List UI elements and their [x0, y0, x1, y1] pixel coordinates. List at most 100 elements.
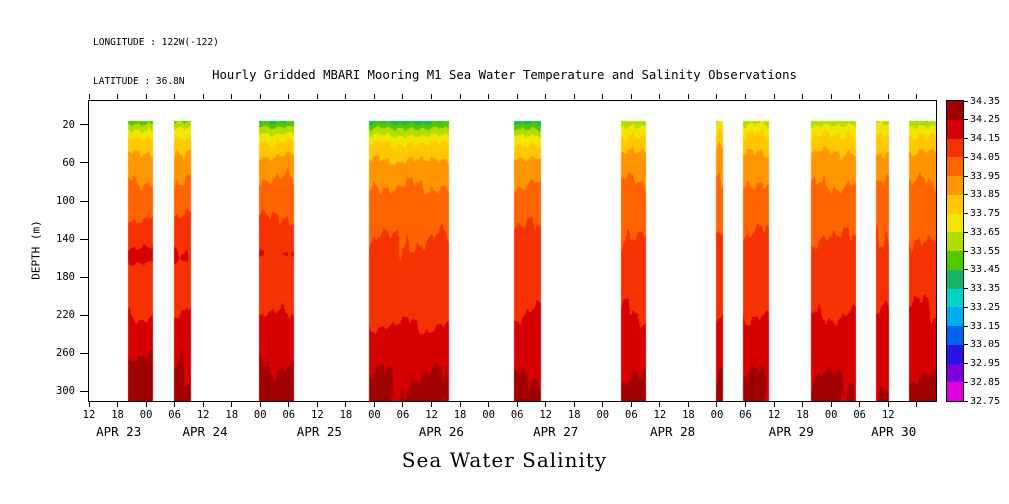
x-tick-label: 00 — [596, 409, 610, 421]
x-tick-mark-top — [545, 94, 547, 99]
x-tick-mark-bottom — [316, 402, 318, 407]
x-tick-mark-bottom — [117, 402, 119, 407]
x-tick-mark-top — [716, 94, 718, 99]
colorbar-tick-mark — [964, 288, 968, 289]
x-tick-mark-bottom — [202, 402, 204, 407]
x-tick-mark-bottom — [630, 402, 632, 407]
x-tick-mark-bottom — [573, 402, 575, 407]
colorbar-segment — [947, 344, 963, 364]
colorbar-segment — [947, 138, 963, 158]
x-tick-label: 00 — [482, 409, 495, 421]
x-tick-label: 18 — [682, 409, 695, 421]
x-tick-label: 12 — [196, 409, 210, 421]
date-label: APR 24 — [182, 424, 228, 439]
x-tick-mark-top — [231, 94, 233, 99]
x-tick-mark-top — [630, 94, 632, 99]
x-tick-mark-bottom — [459, 402, 461, 407]
colorbar-tick-mark — [964, 231, 968, 233]
colorbar-tick-mark — [964, 213, 968, 214]
x-tick-label: 06 — [396, 409, 410, 421]
x-tick-mark-bottom — [745, 402, 746, 407]
y-tick-label: 100 — [56, 195, 75, 207]
x-tick-mark-top — [345, 94, 347, 99]
colorbar-tick-mark — [964, 119, 968, 121]
x-tick-label: 00 — [824, 409, 838, 421]
x-tick-label: 18 — [453, 409, 467, 421]
x-tick-mark-top — [859, 94, 861, 99]
colorbar-tick-mark — [964, 269, 968, 271]
x-tick-label: 12 — [881, 409, 895, 421]
colorbar-segment — [947, 307, 963, 326]
latitude-label: LATITUDE : 36.8N — [93, 76, 185, 87]
x-tick-mark-top — [745, 94, 746, 99]
colorbar-segment — [947, 251, 963, 270]
longitude-label: LONGITUDE : 122W(-122) — [93, 37, 219, 48]
y-tick-mark — [80, 276, 88, 278]
date-label: APR 30 — [871, 424, 917, 439]
colorbar-segment — [947, 269, 963, 289]
y-tick-mark — [80, 162, 88, 164]
colorbar-tick-mark — [964, 175, 968, 177]
colorbar-tick-mark — [964, 100, 968, 102]
x-tick-mark-bottom — [231, 402, 233, 407]
x-tick-mark-bottom — [345, 402, 347, 407]
colorbar-segment — [947, 382, 963, 401]
colorbar-tick-label: 33.05 — [970, 339, 1001, 351]
colorbar-segment — [947, 119, 963, 139]
x-tick-mark-bottom — [545, 402, 547, 407]
colorbar-tick-label: 33.15 — [970, 320, 1001, 332]
y-tick-label: 20 — [62, 118, 75, 131]
x-tick-mark-bottom — [659, 402, 661, 407]
x-tick-mark-bottom — [145, 402, 147, 407]
colorbar-tick-mark — [964, 344, 968, 346]
x-tick-label: 18 — [796, 409, 809, 421]
y-tick-mark — [80, 390, 88, 392]
x-tick-mark-top — [659, 94, 661, 99]
x-tick-label: 00 — [139, 409, 153, 421]
colorbar-tick-mark — [964, 400, 968, 402]
x-tick-label: 18 — [339, 409, 353, 421]
y-tick-mark — [80, 200, 88, 202]
x-tick-mark-bottom — [431, 402, 433, 407]
x-tick-mark-top — [916, 94, 918, 99]
x-tick-mark-bottom — [516, 402, 518, 407]
y-tick-label: 180 — [56, 271, 75, 284]
colorbar-tick-mark — [964, 363, 968, 364]
colorbar-tick-label: 33.55 — [970, 245, 1001, 257]
x-tick-label: 18 — [111, 409, 124, 421]
x-tick-mark-bottom — [859, 402, 861, 407]
colorbar-tick-label: 32.75 — [970, 395, 1001, 407]
y-tick-mark — [80, 314, 88, 316]
colorbar-tick-mark — [964, 194, 968, 196]
colorbar-segment — [947, 232, 963, 251]
date-label: APR 28 — [650, 424, 696, 439]
x-tick-mark-top — [174, 94, 176, 99]
x-tick-mark-top — [431, 94, 433, 99]
x-tick-mark-bottom — [88, 402, 90, 407]
x-tick-mark-top — [488, 94, 490, 99]
x-tick-mark-top — [288, 94, 290, 99]
x-tick-mark-bottom — [373, 402, 375, 407]
x-tick-mark-top — [202, 94, 204, 99]
plot-area — [88, 100, 937, 402]
x-tick-label: 12 — [425, 409, 438, 421]
y-tick-label: 140 — [56, 233, 75, 246]
x-tick-mark-top — [316, 94, 318, 99]
colorbar-tick-label: 33.75 — [970, 208, 1001, 219]
x-tick-mark-bottom — [288, 402, 290, 407]
x-tick-mark-top — [887, 94, 889, 99]
colorbar-segment — [947, 194, 963, 214]
x-tick-mark-top — [145, 94, 147, 99]
colorbar — [946, 100, 964, 402]
x-tick-label: 06 — [168, 409, 181, 421]
y-tick-label: 60 — [62, 156, 75, 169]
x-tick-label: 06 — [510, 409, 524, 421]
x-tick-label: 12 — [82, 409, 96, 421]
colorbar-tick-label: 32.95 — [970, 358, 1001, 369]
colorbar-tick-mark — [964, 156, 968, 158]
heatmap-canvas — [89, 101, 936, 401]
x-tick-label: 12 — [311, 409, 324, 421]
x-tick-mark-top — [802, 94, 804, 99]
x-tick-label: 06 — [739, 409, 752, 421]
y-tick-mark — [80, 238, 88, 240]
